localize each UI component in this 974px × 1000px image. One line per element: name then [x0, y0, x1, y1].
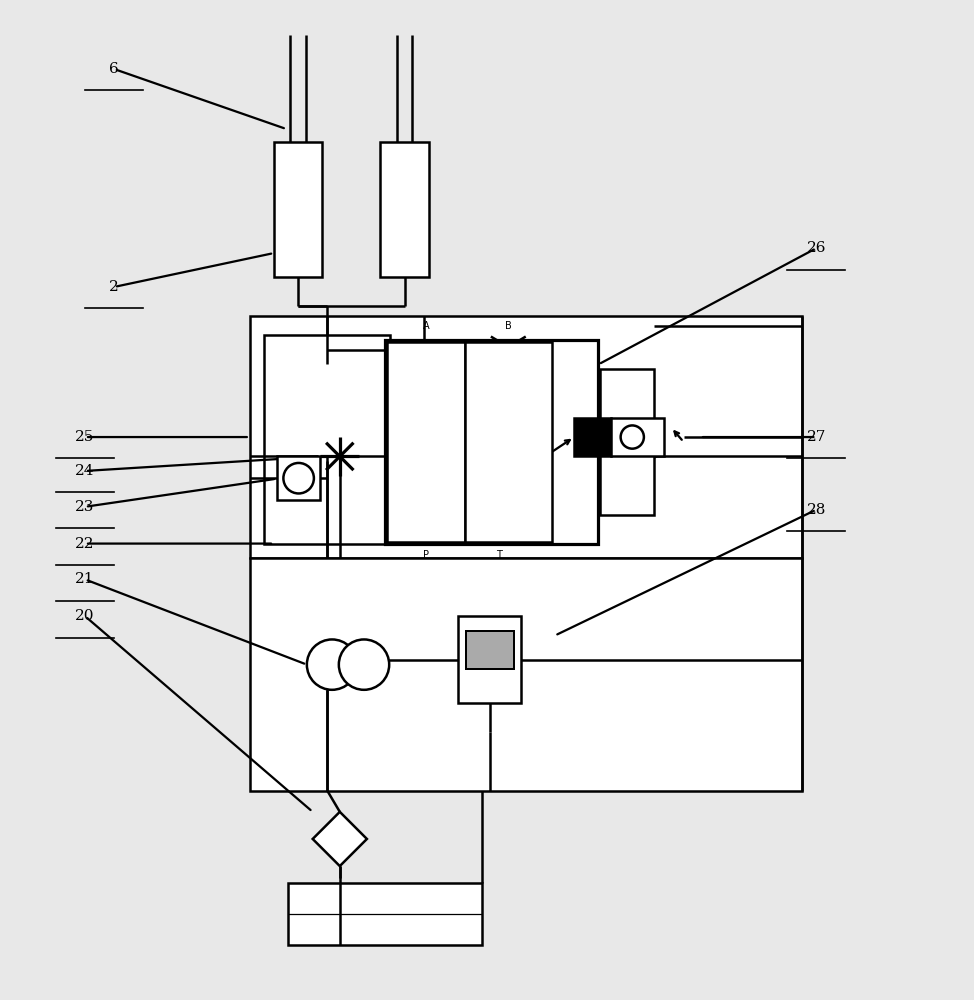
Bar	[277, 456, 320, 500]
Text: T: T	[496, 550, 502, 560]
Circle shape	[339, 639, 390, 690]
Bar	[386, 340, 598, 544]
Text: P: P	[423, 550, 429, 560]
Text: 27: 27	[806, 430, 826, 444]
Bar	[381, 142, 429, 277]
Text: B: B	[505, 321, 511, 331]
Text: 26: 26	[806, 241, 826, 255]
Bar	[249, 316, 802, 558]
Text: 28: 28	[806, 503, 826, 517]
Bar	[611, 418, 664, 456]
Text: 21: 21	[75, 572, 94, 586]
Bar	[600, 369, 654, 515]
Text: 25: 25	[75, 430, 94, 444]
Bar	[388, 342, 465, 542]
Circle shape	[283, 463, 314, 493]
Bar	[574, 418, 611, 456]
Polygon shape	[313, 812, 367, 866]
Circle shape	[620, 425, 644, 449]
Bar	[467, 631, 513, 669]
Circle shape	[307, 639, 357, 690]
Text: 24: 24	[75, 464, 94, 478]
Text: 20: 20	[75, 609, 94, 623]
Text: 23: 23	[75, 500, 94, 514]
Bar	[465, 342, 552, 542]
Text: 2: 2	[109, 280, 119, 294]
Text: 22: 22	[75, 537, 94, 551]
Bar	[459, 616, 521, 703]
Text: A: A	[423, 321, 430, 331]
Bar	[274, 142, 322, 277]
Bar	[249, 558, 802, 791]
Bar	[264, 335, 391, 544]
Bar	[288, 883, 482, 945]
Text: 6: 6	[109, 62, 119, 76]
